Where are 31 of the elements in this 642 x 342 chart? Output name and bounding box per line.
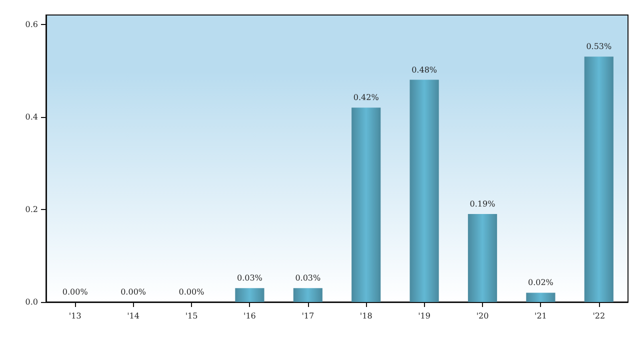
data-label: 0.19% [470, 200, 496, 209]
x-tick-label: '22 [592, 312, 606, 320]
data-label: 0.48% [412, 65, 438, 74]
x-tick-label: '19 [418, 312, 430, 320]
data-label: 0.02% [528, 278, 554, 288]
data-label: 0.42% [353, 93, 380, 102]
bar [352, 108, 381, 302]
bar [468, 214, 498, 302]
bar [526, 292, 556, 302]
data-label: 0.53% [586, 42, 612, 52]
x-tick-label: '14 [127, 312, 140, 320]
data-label: 0.03% [295, 274, 321, 283]
x-tick-label: '13 [68, 312, 82, 320]
x-tick-label: '17 [302, 312, 314, 320]
bar [584, 56, 614, 302]
x-tick-label: '20 [476, 312, 489, 320]
x-tick-label: '18 [360, 312, 372, 320]
x-tick-label: '15 [185, 312, 198, 320]
y-tick-label: 0.2 [25, 204, 38, 214]
x-tick-label: '21 [534, 312, 547, 320]
data-label: 0.03% [236, 274, 263, 283]
bar [235, 288, 264, 302]
data-label: 0.00% [62, 288, 88, 296]
y-tick-label: 0.4 [25, 112, 38, 122]
bar [293, 288, 322, 302]
y-tick-label: 0.6 [25, 20, 38, 29]
y-tick-label: 0.0 [25, 298, 38, 306]
bar [410, 80, 439, 302]
data-label: 0.00% [120, 288, 146, 296]
x-tick-label: '16 [244, 312, 256, 320]
data-label: 0.00% [178, 288, 205, 296]
